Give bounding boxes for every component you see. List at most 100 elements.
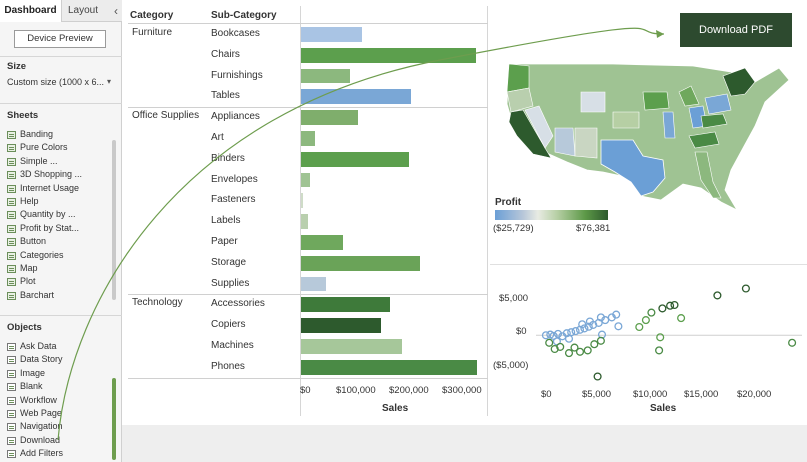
object-item-workflow[interactable]: Workflow: [7, 394, 63, 407]
sheet-item-internet-usage[interactable]: Internet Usage: [7, 182, 82, 195]
scatter-point[interactable]: [570, 343, 579, 352]
profit-legend-min: ($25,729): [493, 223, 534, 234]
objects-scrollbar[interactable]: [112, 378, 116, 460]
state-north-carolina[interactable]: [688, 131, 720, 149]
y-tick-label: ($5,000): [493, 360, 529, 371]
object-item-data-story[interactable]: Data Story: [7, 353, 63, 366]
sheet-item-label: Simple ...: [20, 155, 58, 166]
chevron-left-icon[interactable]: ‹: [114, 4, 118, 18]
worksheet-icon: [7, 197, 16, 206]
state-illinois[interactable]: [662, 111, 676, 139]
object-item-label: Add Filters: [20, 448, 64, 459]
scatter-point[interactable]: [590, 340, 599, 349]
sheets-title: Sheets: [7, 110, 39, 121]
subcategory-header: Sub-Category: [211, 10, 277, 21]
bar[interactable]: [301, 214, 308, 229]
scatter-point[interactable]: [614, 322, 623, 331]
tab-layout[interactable]: Layout: [67, 5, 99, 16]
scatter-point[interactable]: [635, 322, 644, 332]
bar[interactable]: [301, 89, 412, 105]
subcategory-label: Tables: [211, 90, 240, 102]
bar[interactable]: [301, 339, 402, 354]
scatter-point[interactable]: [677, 314, 686, 323]
scatter-point[interactable]: [641, 316, 650, 325]
bar[interactable]: [301, 151, 410, 167]
bar[interactable]: [301, 193, 303, 209]
chevron-down-icon: ▾: [106, 77, 111, 86]
bar[interactable]: [301, 68, 350, 84]
bar[interactable]: [301, 47, 477, 63]
object-item-add-filters[interactable]: Add Filters: [7, 447, 63, 460]
size-value: Custom size (1000 x 6...: [7, 77, 105, 87]
scatter-point[interactable]: [713, 291, 722, 300]
scatter-point[interactable]: [658, 304, 667, 313]
bar[interactable]: [301, 235, 343, 250]
bar[interactable]: [301, 255, 421, 271]
right-panel-separator: [490, 264, 807, 265]
state-virginia[interactable]: [700, 113, 728, 129]
object-item-label: Workflow: [20, 394, 57, 405]
sheet-item-pure-colors[interactable]: Pure Colors: [7, 141, 82, 154]
bar[interactable]: [301, 27, 363, 42]
scatter-point[interactable]: [670, 300, 679, 310]
sheet-item-label: Pure Colors: [20, 142, 68, 153]
category-header: Category: [130, 10, 174, 21]
state-florida[interactable]: [694, 151, 722, 199]
scatter-point[interactable]: [593, 372, 602, 381]
subcategory-label: Chairs: [211, 48, 240, 60]
state-washington[interactable]: [506, 63, 530, 93]
bar[interactable]: [301, 131, 316, 146]
state-new-york[interactable]: [722, 67, 756, 97]
state-minnesota[interactable]: [642, 91, 670, 111]
blank-icon: [7, 383, 16, 392]
state-colorado[interactable]: [580, 91, 606, 113]
scatter-point[interactable]: [545, 338, 554, 347]
sheet-item-help[interactable]: Help: [7, 195, 82, 208]
scatter-point[interactable]: [741, 284, 750, 293]
x-tick-label: $0: [541, 389, 552, 400]
device-preview-button[interactable]: Device Preview: [14, 30, 106, 48]
scatter-point[interactable]: [666, 301, 675, 310]
download-pdf-button[interactable]: Download PDF: [680, 13, 792, 47]
object-item-web-page[interactable]: Web Page: [7, 407, 63, 420]
bar[interactable]: [301, 110, 359, 125]
sheet-item-categories[interactable]: Categories: [7, 249, 82, 262]
size-select[interactable]: Custom size (1000 x 6... ▾: [7, 74, 113, 90]
bar[interactable]: [301, 297, 391, 313]
bar[interactable]: [301, 172, 310, 188]
state-pennsylvania[interactable]: [704, 93, 732, 115]
state-michigan[interactable]: [678, 85, 700, 107]
sheet-item-3d-shopping[interactable]: 3D Shopping ...: [7, 168, 82, 181]
state-new-mexico[interactable]: [574, 127, 598, 159]
scatter-point[interactable]: [583, 346, 592, 355]
bar[interactable]: [301, 359, 477, 375]
scatter-point[interactable]: [788, 338, 797, 347]
object-item-ask-data[interactable]: Ask Data: [7, 340, 63, 353]
state-kansas[interactable]: [612, 111, 640, 129]
scatter-point[interactable]: [647, 308, 656, 317]
sheet-item-button[interactable]: Button: [7, 235, 82, 248]
object-item-blank[interactable]: Blank: [7, 380, 63, 393]
globe-icon: [7, 409, 16, 418]
subcategory-label: Paper: [211, 236, 238, 247]
sheet-item-simple[interactable]: Simple ...: [7, 155, 82, 168]
scatter-point[interactable]: [564, 349, 574, 358]
sheets-scrollbar[interactable]: [112, 140, 116, 300]
sheet-item-barchart[interactable]: Barchart: [7, 289, 82, 302]
state-arizona[interactable]: [554, 127, 576, 157]
panel-tabs: Dashboard Layout ‹: [0, 0, 122, 22]
sheet-item-banding[interactable]: Banding: [7, 128, 82, 141]
scatter-point[interactable]: [655, 346, 664, 355]
bar[interactable]: [301, 276, 326, 292]
object-item-download[interactable]: Download: [7, 434, 63, 447]
bar[interactable]: [301, 318, 381, 333]
sheet-item-map[interactable]: Map: [7, 262, 82, 275]
sheet-item-quantity[interactable]: Quantity by ...: [7, 208, 82, 221]
object-item-image[interactable]: Image: [7, 367, 63, 380]
object-item-navigation[interactable]: Navigation: [7, 420, 63, 433]
sales-vs-profit-scatter: [536, 284, 802, 381]
scatter-point[interactable]: [571, 327, 580, 336]
sheet-item-profit-by-state[interactable]: Profit by Stat...: [7, 222, 82, 235]
tab-dashboard[interactable]: Dashboard: [0, 0, 62, 22]
sheet-item-plot[interactable]: Plot: [7, 275, 82, 288]
